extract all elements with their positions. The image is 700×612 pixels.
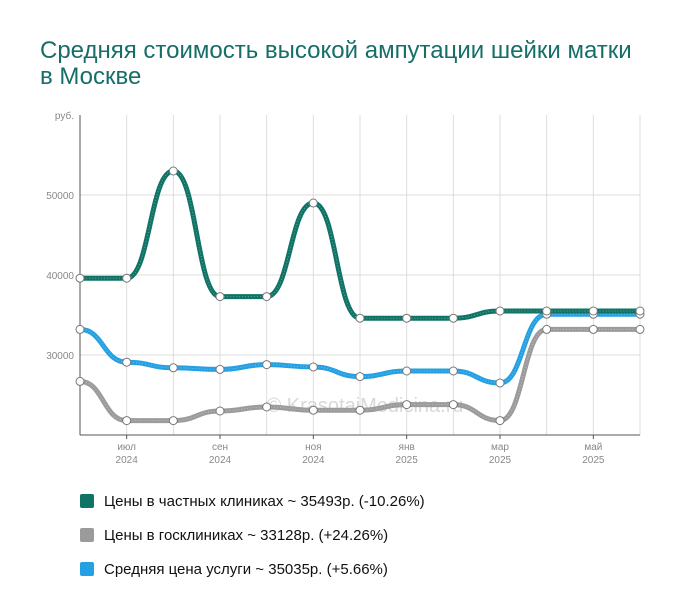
data-point bbox=[308, 405, 318, 415]
data-point bbox=[355, 372, 365, 382]
legend-swatch bbox=[80, 562, 94, 576]
x-tick-label: ноя bbox=[305, 442, 322, 453]
data-point bbox=[215, 406, 225, 416]
data-point bbox=[588, 324, 598, 334]
line-chart: 30000 40000 50000 руб. июл 2024 сен 2024 ноя 2024… bbox=[46, 110, 645, 466]
data-point bbox=[355, 313, 365, 323]
data-point bbox=[635, 306, 645, 316]
legend-item: Средняя цена услуги ~ 35035р. (+5.66%) bbox=[80, 552, 425, 586]
series-line-texture bbox=[80, 170, 640, 319]
data-point bbox=[495, 416, 505, 426]
data-point bbox=[448, 313, 458, 323]
data-point bbox=[168, 416, 178, 426]
data-point bbox=[215, 364, 225, 374]
x-tick-label: май bbox=[584, 442, 602, 453]
data-point bbox=[308, 362, 318, 372]
data-point bbox=[402, 366, 412, 376]
x-tick-label: мар bbox=[491, 442, 509, 453]
x-tick-label: июл bbox=[117, 442, 136, 453]
x-tick-year-label: 2024 bbox=[116, 455, 139, 466]
data-point bbox=[168, 363, 178, 373]
y-tick-label: 40000 bbox=[46, 271, 74, 282]
legend: Цены в частных клиниках ~ 35493р. (-10.2… bbox=[80, 484, 425, 586]
legend-label: Цены в частных клиниках ~ 35493р. (-10.2… bbox=[104, 492, 425, 510]
y-tick-label: 30000 bbox=[46, 351, 74, 362]
data-point bbox=[588, 306, 598, 316]
legend-swatch bbox=[80, 494, 94, 508]
data-point bbox=[75, 273, 85, 283]
x-tick-year-label: 2025 bbox=[489, 455, 512, 466]
x-tick-label: янв bbox=[399, 442, 415, 453]
data-point bbox=[495, 378, 505, 388]
data-point bbox=[308, 198, 318, 208]
data-point bbox=[262, 292, 272, 302]
legend-item: Цены в частных клиниках ~ 35493р. (-10.2… bbox=[80, 484, 425, 518]
x-tick-year-label: 2025 bbox=[396, 455, 419, 466]
x-tick-year-label: 2024 bbox=[302, 455, 325, 466]
chart-title: Средняя стоимость высокой ампутации шейк… bbox=[40, 37, 632, 90]
data-point bbox=[215, 292, 225, 302]
legend-item: Цены в госклиниках ~ 33128р. (+24.26%) bbox=[80, 518, 425, 552]
legend-label: Средняя цена услуги ~ 35035р. (+5.66%) bbox=[104, 560, 388, 578]
x-tick-label: сен bbox=[212, 442, 228, 453]
data-point bbox=[168, 166, 178, 176]
data-point bbox=[122, 416, 132, 426]
data-point bbox=[75, 376, 85, 386]
data-point bbox=[355, 405, 365, 415]
data-point bbox=[635, 324, 645, 334]
data-point bbox=[495, 306, 505, 316]
data-point bbox=[542, 306, 552, 316]
data-point bbox=[122, 357, 132, 367]
data-point bbox=[75, 324, 85, 334]
data-point bbox=[542, 324, 552, 334]
y-tick-label: 50000 bbox=[46, 191, 74, 202]
legend-label: Цены в госклиниках ~ 33128р. (+24.26%) bbox=[104, 526, 389, 544]
data-point bbox=[448, 400, 458, 410]
x-tick-year-label: 2024 bbox=[209, 455, 232, 466]
data-point bbox=[448, 366, 458, 376]
data-point bbox=[262, 360, 272, 370]
y-axis-label: руб. bbox=[55, 110, 74, 122]
data-point bbox=[122, 273, 132, 283]
x-tick-year-label: 2025 bbox=[582, 455, 605, 466]
legend-swatch bbox=[80, 528, 94, 542]
data-point bbox=[402, 313, 412, 323]
data-point bbox=[262, 402, 272, 412]
data-point bbox=[402, 400, 412, 410]
